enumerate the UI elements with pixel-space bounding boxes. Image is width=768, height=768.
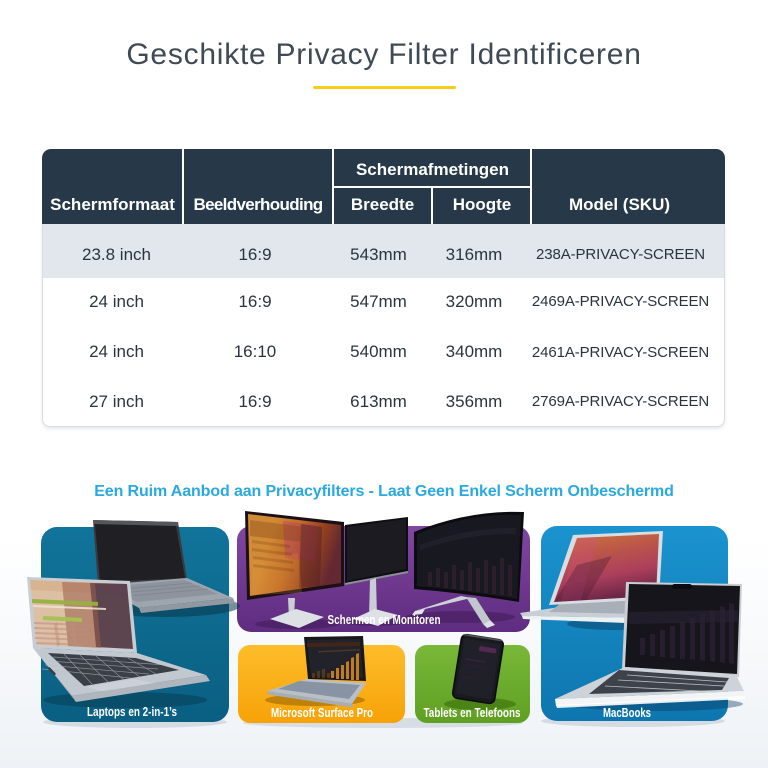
svg-text:Schermen en Monitoren: Schermen en Monitoren — [328, 612, 441, 627]
svg-text:Laptops en 2-in-1’s: Laptops en 2-in-1’s — [87, 704, 177, 719]
svg-text:MacBooks: MacBooks — [603, 705, 651, 720]
svg-text:Tablets en Telefoons: Tablets en Telefoons — [424, 705, 521, 720]
svg-text:Microsoft Surface Pro: Microsoft Surface Pro — [271, 705, 373, 720]
